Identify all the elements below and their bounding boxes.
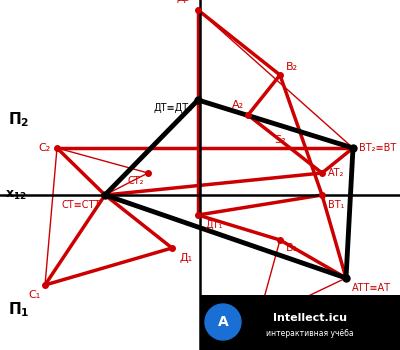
Text: S₂: S₂	[274, 135, 286, 145]
Text: S: S	[264, 315, 271, 325]
Text: интерактивная учёба: интерактивная учёба	[266, 329, 354, 337]
Text: C₂: C₂	[39, 143, 51, 153]
Text: ДТ≡ДТ₂: ДТ≡ДТ₂	[154, 103, 193, 113]
Text: $\mathbf{\Pi_1}$: $\mathbf{\Pi_1}$	[8, 301, 30, 319]
Text: Д₁: Д₁	[180, 253, 193, 263]
Text: A: A	[218, 315, 228, 329]
Text: Д₂: Д₂	[177, 0, 190, 3]
Text: ДТ₁: ДТ₁	[206, 220, 223, 230]
Text: C₁: C₁	[29, 290, 41, 300]
Text: CТ≡CТТ: CТ≡CТТ	[62, 200, 101, 210]
Text: $\mathbf{\Pi_2}$: $\mathbf{\Pi_2}$	[8, 111, 30, 130]
Text: B₁: B₁	[286, 243, 298, 253]
Text: A₂: A₂	[232, 100, 244, 110]
Text: AТТ≡AТ: AТТ≡AТ	[352, 283, 391, 293]
Bar	[200, 295, 400, 350]
Text: $\mathbf{x_{12}}$: $\mathbf{x_{12}}$	[5, 188, 27, 202]
Text: BТ₁: BТ₁	[328, 200, 344, 210]
Text: BТ₂≡BТ: BТ₂≡BТ	[359, 143, 396, 153]
Circle shape	[205, 304, 241, 340]
Text: CТ₂: CТ₂	[128, 176, 144, 186]
Text: Intellect.icu: Intellect.icu	[273, 313, 347, 323]
Text: AТ₂: AТ₂	[328, 168, 344, 178]
Text: B₂: B₂	[286, 62, 298, 72]
